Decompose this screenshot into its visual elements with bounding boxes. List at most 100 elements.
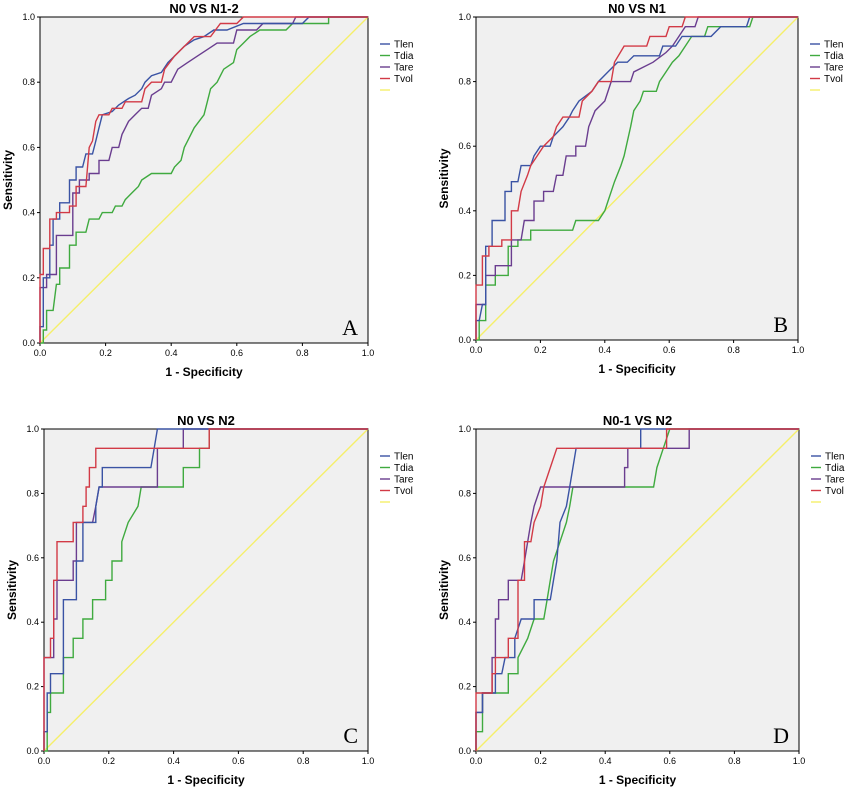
legend-label: Tare [394, 475, 414, 486]
y-tick-label: 0.2 [22, 273, 35, 283]
y-tick-label: 0.2 [26, 682, 39, 692]
legend-label: Tare [394, 63, 414, 74]
legend-label: Tare [825, 475, 845, 486]
x-tick-label: 0.0 [38, 756, 51, 766]
y-tick-label: 0.4 [22, 208, 35, 218]
chart-title: N0-1 VS N2 [603, 413, 672, 428]
y-tick-label: 0.4 [458, 206, 471, 216]
y-tick-label: 0.6 [22, 142, 35, 152]
x-axis-title: 1 - Specificity [599, 773, 677, 787]
x-tick-label: 0.8 [728, 756, 741, 766]
y-tick-label: 0.4 [26, 617, 39, 627]
legend-label: Tvol [394, 486, 413, 497]
legend-label: Tdia [394, 463, 414, 474]
y-axis-title: Sensitivity [437, 148, 451, 208]
x-axis-title: 1 - Specificity [598, 362, 676, 376]
roc-line-tvol [39, 16, 368, 343]
y-axis-title: Sensitivity [437, 560, 451, 620]
x-tick-label: 0.2 [103, 756, 116, 766]
x-axis-title: 1 - Specificity [167, 773, 245, 787]
x-tick-label: 1.0 [793, 756, 806, 766]
legend-label: Tlen [824, 40, 843, 51]
roc-line-tare [475, 16, 798, 340]
x-tick-label: 1.0 [362, 756, 375, 766]
y-tick-label: 0.0 [26, 746, 39, 756]
panel-label: D [773, 723, 789, 748]
y-tick-label: 0.8 [22, 77, 35, 87]
roc-line-tare [39, 16, 368, 343]
reference-diagonal-line [43, 428, 369, 752]
chart-title: N0 VS N1 [608, 1, 666, 16]
y-tick-label: 0.6 [458, 141, 471, 151]
y-tick-label: 0.8 [458, 488, 471, 498]
y-tick-label: 0.0 [22, 338, 35, 348]
legend-label: Tvol [825, 486, 844, 497]
legend-label: Tlen [825, 452, 844, 463]
y-axis-title: Sensitivity [1, 150, 15, 210]
legend-label: Tlen [394, 452, 413, 463]
reference-diagonal-line [39, 16, 369, 344]
legend-label: Tdia [825, 463, 845, 474]
legend-label: Tlen [394, 40, 413, 51]
y-tick-label: 1.0 [22, 12, 35, 22]
y-tick-label: 0.6 [26, 553, 39, 563]
x-tick-label: 0.2 [534, 345, 547, 355]
legend-label: Tare [824, 63, 844, 74]
x-tick-label: 0.4 [165, 348, 178, 358]
legend-label: Tdia [394, 51, 414, 62]
x-tick-label: 1.0 [792, 345, 805, 355]
y-tick-label: 0.0 [458, 335, 471, 345]
y-tick-label: 0.2 [458, 682, 471, 692]
roc-line-tlen [475, 16, 798, 340]
x-tick-label: 1.0 [362, 348, 375, 358]
x-tick-label: 0.4 [599, 345, 612, 355]
roc-panel-b: N0 VS N1 0.00.0 0.2 0.2 0.4 0.4 0.6 0.6 0.8 0.8 1.… [437, 1, 844, 376]
legend-label: Tdia [824, 51, 844, 62]
x-tick-label: 0.0 [470, 756, 483, 766]
y-tick-label: 0.8 [458, 77, 471, 87]
x-tick-label: 0.2 [534, 756, 547, 766]
roc-panel-a: N0 VS N1-2 0.00.0 0.2 0.2 0.4 0.4 0.6 0.6 0.8 0.8… [1, 1, 414, 379]
roc-panel-c: N0 VS N2 0.00.0 0.2 0.2 0.4 0.4 0.6 0.6 0.8 0.8 1.… [5, 413, 414, 787]
x-tick-label: 0.6 [232, 756, 245, 766]
x-tick-label: 0.0 [34, 348, 47, 358]
x-tick-label: 0.2 [99, 348, 112, 358]
x-tick-label: 0.4 [599, 756, 612, 766]
y-tick-label: 0.2 [458, 270, 471, 280]
x-tick-label: 0.0 [470, 345, 483, 355]
roc-line-tlen [43, 428, 368, 751]
panel-label: A [342, 315, 358, 340]
x-tick-label: 0.4 [167, 756, 180, 766]
x-tick-label: 0.6 [663, 345, 676, 355]
x-tick-label: 0.6 [664, 756, 677, 766]
y-axis-title: Sensitivity [5, 560, 19, 620]
y-tick-label: 0.8 [26, 488, 39, 498]
x-tick-label: 0.6 [231, 348, 244, 358]
panel-label: C [343, 723, 358, 748]
roc-line-tvol [475, 428, 799, 751]
legend-label: Tvol [824, 74, 843, 85]
y-tick-label: 0.0 [458, 746, 471, 756]
y-tick-label: 1.0 [458, 424, 471, 434]
y-tick-label: 1.0 [458, 12, 471, 22]
y-tick-label: 1.0 [26, 424, 39, 434]
roc-line-tvol [43, 428, 368, 751]
x-axis-title: 1 - Specificity [165, 365, 243, 379]
roc-panel-d: N0-1 VS N2 0.00.0 0.2 0.2 0.4 0.4 0.6 0.6 0.8 0.8… [437, 413, 845, 787]
x-tick-label: 0.8 [727, 345, 740, 355]
roc-line-tdia [40, 16, 368, 344]
chart-title: N0 VS N2 [177, 413, 235, 428]
roc-line-tvol [475, 16, 798, 340]
reference-diagonal-line [475, 16, 799, 341]
y-tick-label: 0.6 [458, 553, 471, 563]
reference-diagonal-line [475, 428, 800, 752]
roc-line-tdia [44, 428, 368, 752]
x-tick-label: 0.8 [297, 756, 310, 766]
roc-line-tlen [475, 428, 799, 751]
chart-title: N0 VS N1-2 [169, 1, 238, 16]
y-tick-label: 0.4 [458, 617, 471, 627]
legend-label: Tvol [394, 74, 413, 85]
x-tick-label: 0.8 [296, 348, 309, 358]
panel-label: B [773, 312, 788, 337]
